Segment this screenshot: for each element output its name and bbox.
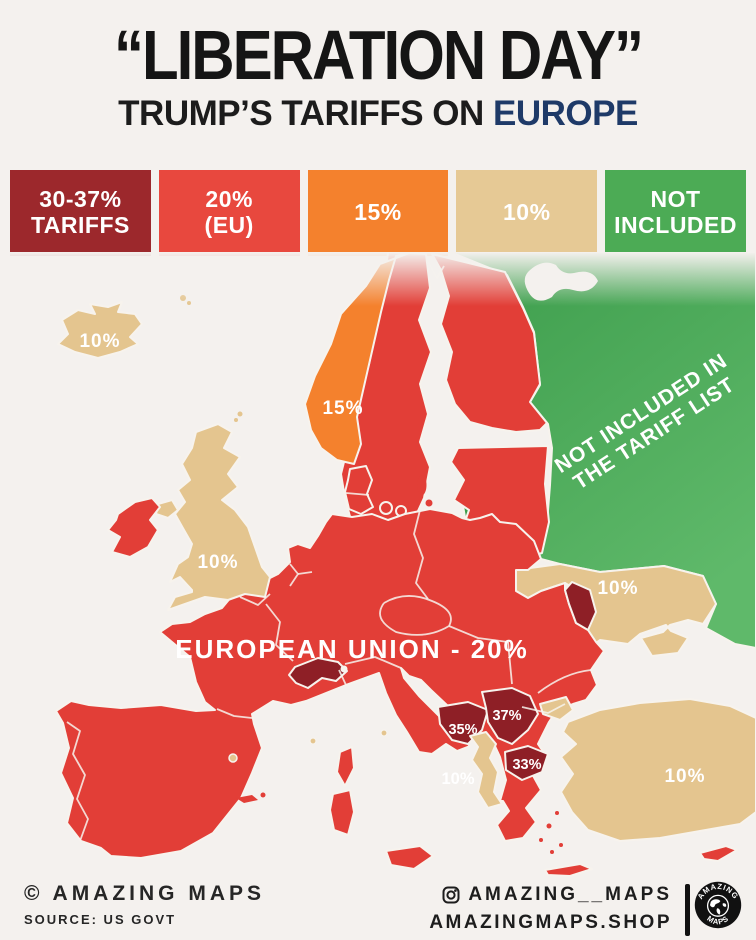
footer-right: AMAZING__MAPS AMAZINGMAPS.SHOP [429,884,672,934]
region-montenegro-albania [469,731,503,809]
island-zealand [379,501,393,515]
page-title: “LIBERATION DAY” [113,16,644,95]
title-block: “LIBERATION DAY” TRUMP’S TARIFFS ON EURO… [0,14,756,134]
label-bosnia: 35% [448,722,477,738]
aegean-islands [539,811,563,854]
label-ukraine: 10% [597,578,638,599]
island-menorca [260,792,266,798]
label-serbia: 37% [492,708,521,724]
island-cyprus [699,845,738,862]
region-serbia [481,687,539,745]
label-eu: EUROPEAN UNION - 20% [175,634,529,664]
instagram-icon [442,886,460,904]
svg-text:MAPS: MAPS [705,914,730,927]
website-text: AMAZINGMAPS.SHOP [429,912,672,933]
source-text: SOURCE: US GOVT [24,912,177,927]
shetland-islands [234,411,243,422]
region-switzerland [288,657,348,689]
region-uk [167,423,271,611]
island-sicily [385,845,434,870]
island-sardinia [329,789,355,836]
region-iceland [57,301,143,359]
label-turkey: 10% [664,766,705,787]
europe-map: 10% 15% 10% EUROPEAN UNION - 20% NOT INC… [0,252,756,877]
subtitle-prefix: TRUMP’S TARIFFS ON [118,94,494,133]
andorra-dot [228,753,238,763]
map-top-fade [0,252,756,306]
globe-icon [710,899,721,908]
label-balkans: 10% [441,770,474,788]
liechtenstein-dot [340,665,348,673]
internal-borders [66,259,592,842]
region-turkey [560,698,756,842]
subtitle-highlight: EUROPE [493,94,638,133]
page-subtitle: TRUMP’S TARIFFS ON EUROPE [0,94,756,134]
label-uk: 10% [197,552,238,573]
san-marino-dot [380,729,388,737]
monaco-dot [309,737,317,745]
legend-item-not-included: NOT INCLUDED [605,170,746,256]
island-corsica [336,746,355,787]
footer-left: © AMAZING MAPS SOURCE: US GOVT [24,882,265,927]
region-norway [304,252,413,465]
legend-item-20-eu: 20% (EU) [158,170,300,256]
island-gotland [417,475,427,495]
region-denmark [344,465,374,515]
region-north-macedonia [504,745,549,781]
copyright-text: © AMAZING MAPS [24,882,266,905]
amazing-maps-logo: AMAZING MAPS [694,881,742,929]
island-mallorca [236,795,258,803]
instagram-handle: AMAZING__MAPS [468,884,672,905]
legend-item-15: 15% [307,170,449,256]
legend-item-10: 10% [456,170,598,256]
island-bornholm [425,499,433,507]
label-north-macedonia: 33% [512,757,541,773]
region-moldova [564,581,597,631]
legend: 30-37% TARIFFS 20% (EU) 15% 10% NOT INCL… [10,170,746,256]
label-iceland: 10% [79,331,120,352]
region-ireland [107,497,161,558]
footer-divider-bar [685,884,690,936]
label-norway: 15% [322,398,363,419]
island-crete [544,863,593,877]
legend-item-30-37: 30-37% TARIFFS [10,170,151,256]
